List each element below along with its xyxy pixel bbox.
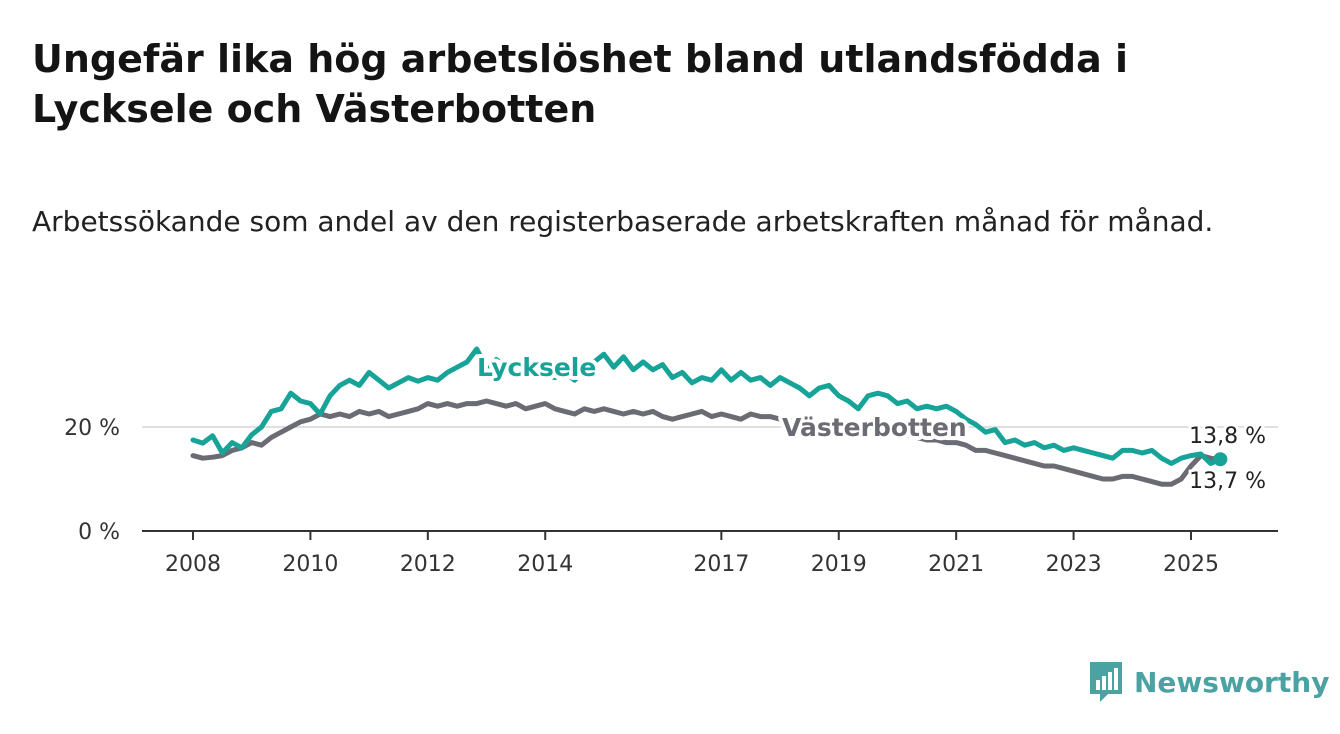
x-tick-label: 2023 <box>1046 552 1102 577</box>
x-tick-label: 2025 <box>1163 552 1219 577</box>
series-label-vasterbotten: Västerbotten <box>782 413 967 442</box>
x-tick-label: 2021 <box>928 552 984 577</box>
series-label-lycksele: Lycksele <box>477 353 596 382</box>
series-line-lycksele <box>190 346 1223 466</box>
axes: 0 % 20 % 2008 2010 2012 2014 2017 2019 2021 2023 2… <box>64 416 1278 577</box>
y-tick-label: 0 % <box>78 520 120 545</box>
brand-logo: Newsworthy <box>1088 660 1329 704</box>
x-tick-label: 2010 <box>282 552 338 577</box>
y-tick-label: 20 % <box>64 416 120 441</box>
line-chart: 0 % 20 % 2008 2010 2012 2014 2017 2019 2021 2023 2… <box>64 346 1278 577</box>
x-tick-label: 2008 <box>165 552 221 577</box>
series-line-v-sterbotten <box>190 398 1223 487</box>
series-end-marker <box>1213 452 1228 467</box>
x-tick-label: 2019 <box>811 552 867 577</box>
series-lines <box>190 346 1228 487</box>
newsworthy-logo-icon <box>1090 662 1122 702</box>
x-tick-label: 2014 <box>517 552 573 577</box>
x-tick-label: 2017 <box>693 552 749 577</box>
end-value-label-lycksele: 13,8 % <box>1189 424 1266 449</box>
series-labels: Lycksele Västerbotten 13,8 % 13,7 % <box>473 349 1269 497</box>
x-tick-label: 2012 <box>400 552 456 577</box>
end-value-label-vasterbotten: 13,7 % <box>1189 469 1266 494</box>
brand-name: Newsworthy <box>1134 665 1330 699</box>
chart-subtitle: Arbetssökande som andel av den registerb… <box>32 205 1214 238</box>
chart-title: Ungefär lika hög arbetslöshet bland utla… <box>32 37 1128 131</box>
